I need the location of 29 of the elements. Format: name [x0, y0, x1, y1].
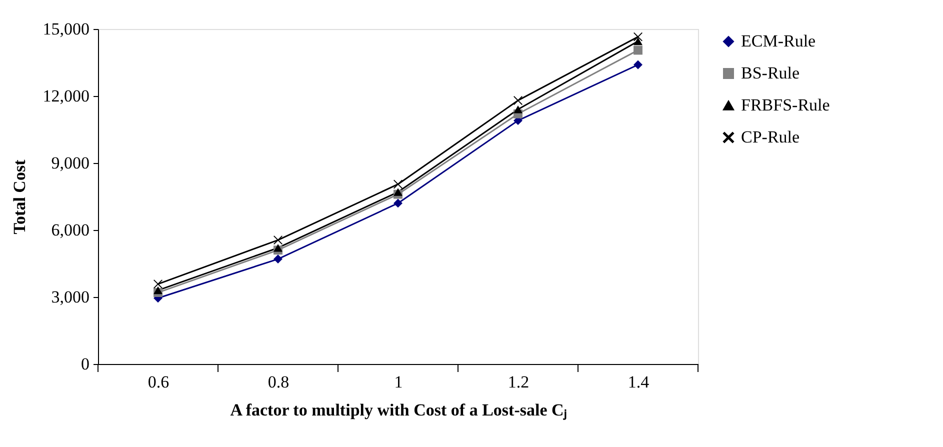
legend-label: CP-Rule [741, 128, 800, 146]
y-tick-label: 9,000 [51, 154, 90, 172]
x-tick-label: 1 [394, 372, 403, 392]
point [514, 96, 522, 105]
point [274, 254, 282, 264]
x-tick-label: 1.2 [508, 372, 530, 392]
y-tick-label: 6,000 [51, 220, 90, 240]
x-tick-label: 0.6 [148, 372, 170, 392]
legend-label: ECM-Rule [741, 32, 816, 50]
point [634, 37, 642, 46]
point [634, 46, 642, 55]
point [154, 286, 162, 294]
point [634, 60, 642, 70]
y-tick-label: 15,000 [42, 20, 90, 38]
y-tick-label: 12,000 [42, 86, 90, 106]
y-tick-label: 3,000 [51, 288, 90, 306]
point [274, 244, 282, 252]
x-tick-label: 1.4 [628, 372, 650, 392]
point [274, 236, 282, 245]
x-tick-label: 0.8 [268, 372, 290, 392]
x-axis-title: A factor to multiply with Cost of a Lost-sale Cⱼ [230, 400, 567, 420]
y-axis-title: Total Cost [10, 159, 29, 234]
point [154, 280, 162, 289]
legend-label: FRBFS-Rule [741, 96, 830, 114]
point [394, 188, 402, 196]
legend-label: BS-Rule [741, 64, 800, 82]
point [514, 106, 522, 114]
y-tick-label: 0 [81, 354, 90, 374]
point [394, 198, 402, 208]
